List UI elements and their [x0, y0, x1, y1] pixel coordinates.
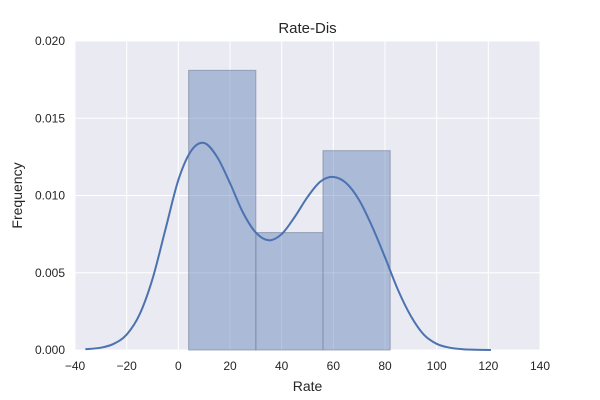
y-tick-label: 0.000 — [35, 343, 65, 357]
histogram-bar-1 — [188, 69, 257, 351]
x-tick-label: 100 — [427, 359, 447, 373]
x-tick-label: 0 — [175, 359, 182, 373]
x-tick-label: 120 — [478, 359, 498, 373]
y-tick-label: 0.005 — [35, 266, 65, 280]
x-tick-label: 60 — [327, 359, 341, 373]
histogram-bar-2 — [255, 232, 324, 351]
y-tick-label: 0.010 — [35, 189, 65, 203]
y-tick-label: 0.015 — [35, 111, 65, 125]
y-tick-labels: 0.000 0.005 0.010 0.015 0.020 — [35, 34, 65, 357]
histogram-bars — [188, 69, 391, 351]
x-tick-label: −20 — [116, 359, 137, 373]
x-tick-label: 40 — [275, 359, 289, 373]
x-tick-label: 140 — [530, 359, 550, 373]
y-tick-label: 0.020 — [35, 34, 65, 48]
kde-curve — [85, 141, 491, 351]
x-tick-labels: −40 −20 0 20 40 60 80 100 120 140 — [65, 359, 551, 373]
x-tick-label: 20 — [223, 359, 237, 373]
x-axis-label: Rate — [293, 378, 323, 394]
x-tick-label: −40 — [65, 359, 86, 373]
histogram-bar-3 — [322, 150, 391, 351]
y-axis-label: Frequency — [9, 162, 25, 228]
chart-title: Rate-Dis — [278, 20, 336, 37]
x-tick-label: 80 — [378, 359, 392, 373]
